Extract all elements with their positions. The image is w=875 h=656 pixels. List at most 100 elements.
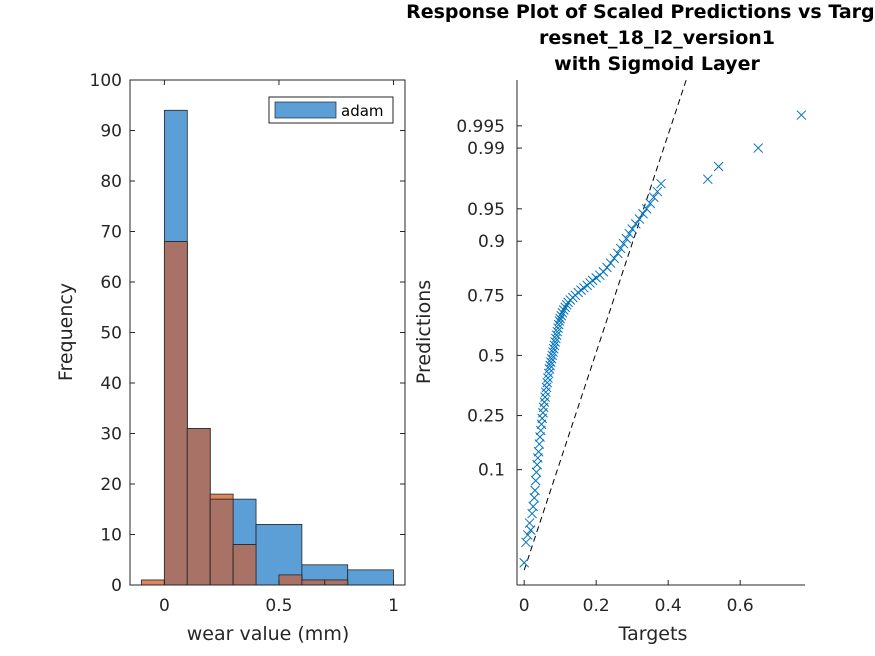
histogram-bar-overlap <box>324 579 349 586</box>
y-tick-label: 0.9 <box>478 232 505 252</box>
scatter-point <box>656 178 666 189</box>
y-tick-label: 0.99 <box>467 139 505 159</box>
y-tick-label: 20 <box>100 475 122 495</box>
scatter-point <box>533 446 544 457</box>
chart-title-line-3: with Sigmoid Layer <box>554 53 760 75</box>
x-tick-label: 0.4 <box>655 596 682 616</box>
scatter-point <box>753 143 764 153</box>
scatter-point <box>541 382 552 393</box>
y-tick-label: 0.95 <box>467 200 505 220</box>
scatter-point <box>615 243 626 254</box>
scatter-point <box>528 501 539 512</box>
scatter-point <box>645 198 656 209</box>
scatter-point <box>612 248 623 259</box>
scatter-point <box>560 302 571 313</box>
scatter-point <box>627 224 638 234</box>
chart-title-line-2: resnet_18_l2_version1 <box>539 27 775 49</box>
scatter-point <box>796 110 807 120</box>
histogram-bar-overlap <box>186 428 211 586</box>
legend-box: adam <box>268 96 394 124</box>
scatter-point <box>556 310 567 321</box>
histogram-bar-overlap <box>163 241 188 586</box>
x-tick-label: 0 <box>159 596 170 616</box>
x-tick-label: 0.5 <box>265 596 292 616</box>
scatter-point <box>634 214 645 224</box>
scatter-point <box>521 537 531 548</box>
histogram-bar-orange <box>141 579 165 586</box>
scatter-point <box>621 233 632 244</box>
y-tick-label: 50 <box>100 324 122 344</box>
y-tick-label: 0.995 <box>456 117 505 137</box>
y-tick-label: 100 <box>90 71 122 91</box>
scatter-axes: Response Plot of Scaled Predictions vs T… <box>406 1 875 645</box>
y-tick-label: 70 <box>100 223 122 243</box>
scatter-point <box>543 373 553 383</box>
x-tick-label: 1 <box>388 596 399 616</box>
scatter-point <box>529 493 540 503</box>
scatter-point <box>554 316 565 326</box>
histogram-x-label: wear value (mm) <box>187 623 350 645</box>
scatter-points <box>519 110 807 568</box>
scatter-point <box>542 377 553 388</box>
scatter-point <box>519 557 530 568</box>
histogram-bar-overlap <box>232 544 257 586</box>
scatter-point <box>602 262 612 273</box>
histogram-bar-overlap <box>278 574 303 586</box>
legend-swatch-adam <box>274 101 337 119</box>
scatter-point <box>555 313 566 324</box>
scatter-point <box>609 253 620 264</box>
legend-label-adam: adam <box>341 102 384 120</box>
histogram-bar-overlap <box>301 579 326 586</box>
scatter-point <box>522 530 533 540</box>
x-tick-label: 0.6 <box>727 596 754 616</box>
scatter-point <box>561 299 572 310</box>
scatter-point <box>624 228 635 239</box>
histogram-x-ticks: 0 0.5 1 <box>159 80 399 616</box>
scatter-point <box>548 347 558 357</box>
scatter-point <box>630 219 641 229</box>
scatter-point <box>702 174 713 185</box>
scatter-point <box>546 353 557 364</box>
y-tick-label: 30 <box>100 425 122 445</box>
scatter-point <box>545 357 556 367</box>
y-tick-label: 40 <box>100 374 122 394</box>
scatter-point <box>531 467 542 478</box>
scatter-point <box>605 258 616 268</box>
y-tick-label: 0.75 <box>467 286 505 306</box>
scatter-point <box>553 319 564 330</box>
x-tick-label: 0.2 <box>583 596 610 616</box>
scatter-point <box>540 387 551 398</box>
histogram-bar-blue <box>347 569 394 586</box>
scatter-point <box>648 192 659 203</box>
scatter-point <box>558 305 569 315</box>
scatter-point <box>525 525 536 535</box>
y-tick-label: 10 <box>100 526 122 546</box>
histogram-y-ticks: 0 10 20 30 40 50 60 70 80 90 100 <box>90 71 405 596</box>
scatter-point <box>713 161 724 172</box>
scatter-point <box>557 307 568 318</box>
chart-title-line-1: Response Plot of Scaled Predictions vs T… <box>406 1 875 23</box>
y-tick-label: 0.25 <box>467 407 505 427</box>
y-tick-label: 0 <box>111 576 122 596</box>
y-tick-label: 90 <box>100 122 122 142</box>
scatter-point <box>530 485 540 496</box>
scatter-point <box>547 350 558 361</box>
scatter-point <box>641 203 652 214</box>
scatter-point <box>618 238 629 249</box>
scatter-y-label: Predictions <box>413 280 435 384</box>
x-tick-label: 0 <box>519 596 530 616</box>
reference-dashed-line <box>523 79 687 571</box>
y-tick-label: 80 <box>100 172 122 192</box>
scatter-x-label: Targets <box>618 623 688 645</box>
histogram-bar-overlap <box>209 498 234 586</box>
y-tick-label: 60 <box>100 273 122 293</box>
y-tick-label: 0.5 <box>478 346 505 366</box>
scatter-point <box>638 208 648 219</box>
histogram-y-label: Frequency <box>55 283 77 381</box>
y-tick-label: 0.1 <box>478 461 505 481</box>
scatter-x-ticks: 0 0.2 0.4 0.6 <box>519 580 754 616</box>
scatter-point <box>543 368 554 379</box>
scatter-point <box>530 475 541 486</box>
